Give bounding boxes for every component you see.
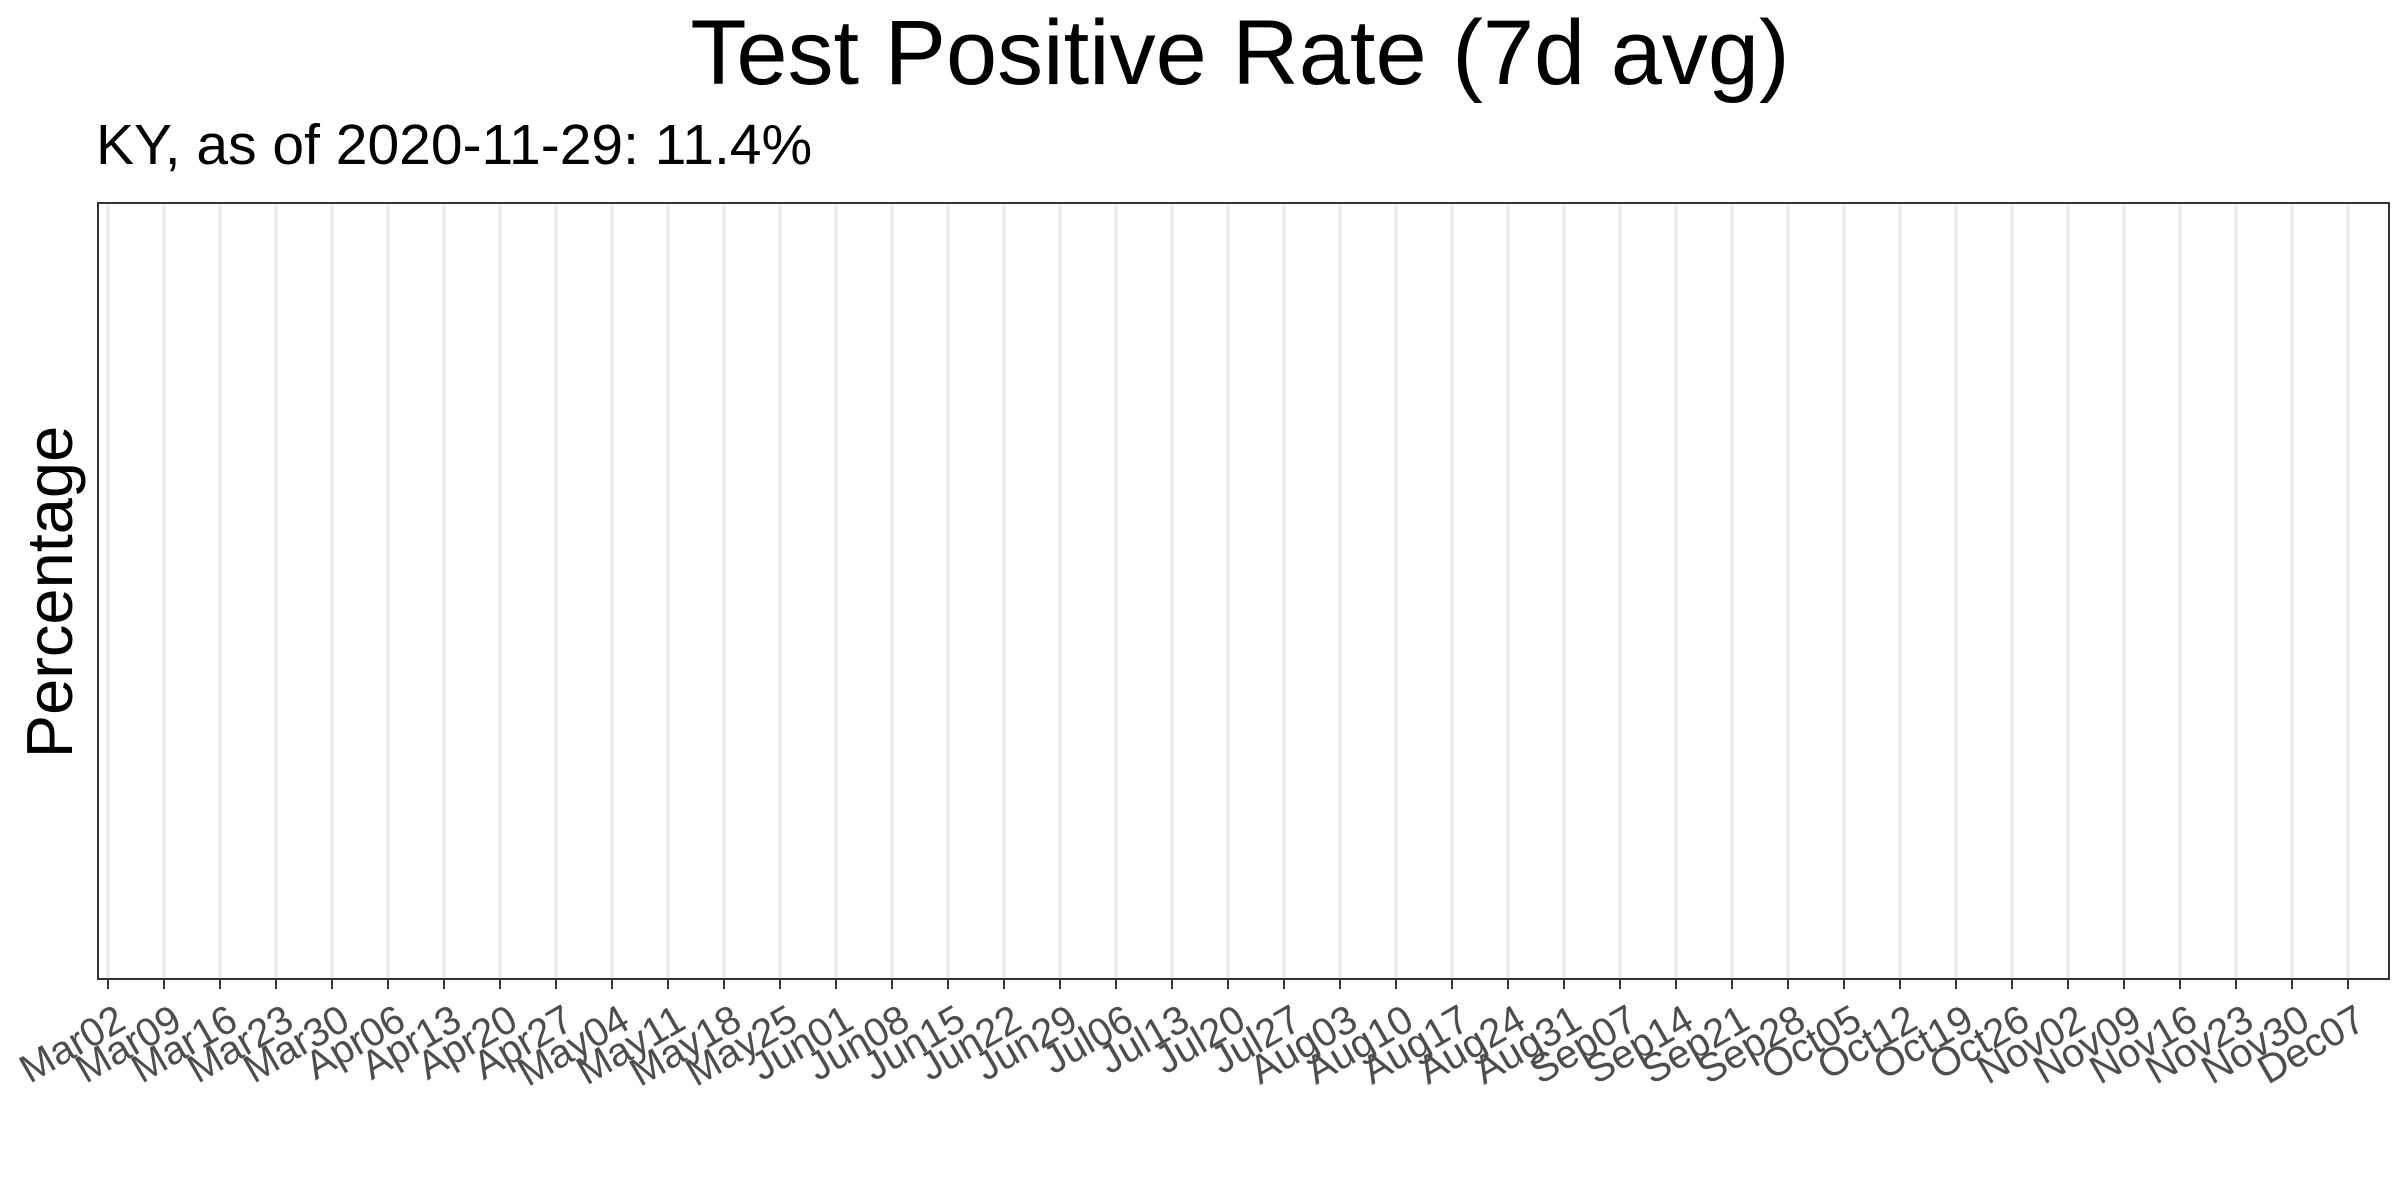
chart-subtitle: KY, as of 2020-11-29: 11.4%	[96, 113, 812, 177]
x-axis-ticks	[107, 979, 2349, 989]
gridlines	[106, 204, 2350, 978]
plot-panel	[97, 202, 2390, 980]
chart-title: Test Positive Rate (7d avg)	[690, 2, 1789, 104]
x-axis-tick-labels: Mar02Mar09Mar16Mar23Mar30Apr06Apr13Apr20…	[12, 997, 2372, 1095]
y-axis-label: Percentage	[13, 426, 86, 758]
